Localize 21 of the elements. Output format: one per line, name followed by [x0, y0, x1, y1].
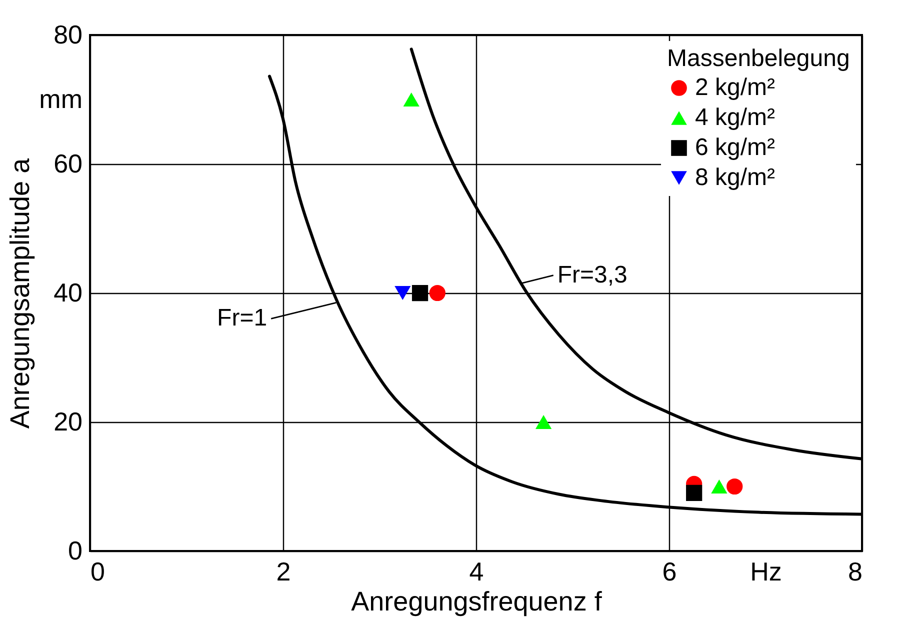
annotation: Fr=3,3: [557, 261, 628, 288]
x-tick-label: Hz: [750, 556, 782, 586]
y-tick-label: 0: [68, 536, 82, 566]
x-tick-label: 4: [469, 556, 484, 586]
y-tick-label: mm: [39, 84, 82, 114]
y-axis-title: Anregungsamplitude a: [5, 157, 36, 429]
x-tick-label: 2: [276, 556, 291, 586]
y-tick-label: 20: [54, 406, 82, 436]
y-tick-label: 60: [54, 148, 82, 178]
legend-label: 6 kg/m²: [695, 134, 776, 161]
annotation: Fr=1: [217, 304, 268, 332]
legend-title: Massenbelegung: [667, 45, 850, 72]
y-tick-label: 40: [54, 278, 82, 308]
y-tick-label: 80: [54, 20, 82, 50]
legend-label: 4 kg/m²: [695, 104, 776, 131]
x-tick-label: 8: [848, 556, 862, 586]
x-tick-label: 6: [662, 556, 677, 586]
legend-label: 2 kg/m²: [695, 74, 776, 101]
x-axis-title: Anregungsfrequenz f: [351, 586, 602, 616]
x-tick-label: 0: [90, 556, 105, 586]
legend-label: 8 kg/m²: [695, 164, 776, 191]
